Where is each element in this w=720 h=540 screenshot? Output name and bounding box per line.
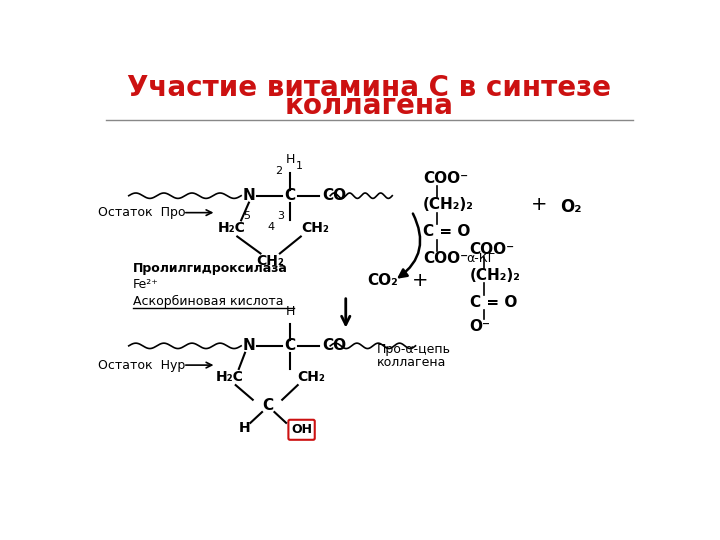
Text: Про-α-цепь: Про-α-цепь — [377, 343, 451, 356]
Text: O⁻: O⁻ — [469, 319, 491, 334]
Text: +: + — [531, 195, 548, 214]
Text: 4: 4 — [267, 221, 274, 232]
Text: C: C — [263, 399, 274, 414]
Text: CO₂: CO₂ — [367, 273, 398, 288]
Text: CO: CO — [323, 188, 346, 203]
Text: C: C — [284, 339, 295, 353]
Text: (CH₂)₂: (CH₂)₂ — [469, 268, 521, 284]
Text: α-КГ: α-КГ — [466, 252, 495, 265]
Text: H₂C: H₂C — [215, 370, 243, 383]
Text: Остаток  Нур: Остаток Нур — [98, 359, 185, 372]
Text: 2: 2 — [276, 166, 283, 176]
Text: COO⁻: COO⁻ — [469, 242, 515, 257]
Text: 5: 5 — [243, 211, 250, 221]
Text: Остаток  Про: Остаток Про — [98, 206, 185, 219]
Text: C = O: C = O — [469, 295, 517, 310]
Text: H: H — [285, 153, 294, 166]
Text: OH: OH — [291, 423, 312, 436]
Text: H: H — [239, 421, 251, 435]
Text: (CH₂)₂: (CH₂)₂ — [423, 198, 474, 212]
FancyArrowPatch shape — [399, 213, 420, 277]
Text: Участие витамина С в синтезе: Участие витамина С в синтезе — [127, 74, 611, 102]
Text: H₂C: H₂C — [218, 221, 246, 235]
Text: C: C — [284, 188, 295, 203]
Text: коллагена: коллагена — [377, 356, 446, 369]
Text: CH₂: CH₂ — [297, 370, 325, 383]
FancyBboxPatch shape — [289, 420, 315, 440]
Text: CH₂: CH₂ — [301, 221, 328, 235]
Text: CH₂: CH₂ — [256, 254, 284, 268]
Text: 1: 1 — [296, 161, 302, 171]
Text: N: N — [243, 339, 256, 353]
Text: O₂: O₂ — [559, 198, 581, 216]
Text: Аскорбиновая кислота: Аскорбиновая кислота — [132, 295, 283, 308]
Text: COO⁻: COO⁻ — [423, 171, 469, 186]
Text: +: + — [412, 271, 428, 290]
Text: CO: CO — [323, 339, 346, 353]
Text: коллагена: коллагена — [284, 92, 454, 120]
Text: COO⁻: COO⁻ — [423, 251, 469, 266]
Text: 3: 3 — [277, 211, 284, 221]
Text: N: N — [243, 188, 256, 203]
Text: Fe²⁺: Fe²⁺ — [132, 278, 158, 291]
Text: H: H — [285, 305, 294, 318]
Text: Пролилгидроксилаза: Пролилгидроксилаза — [132, 262, 287, 275]
Text: C = O: C = O — [423, 225, 471, 239]
